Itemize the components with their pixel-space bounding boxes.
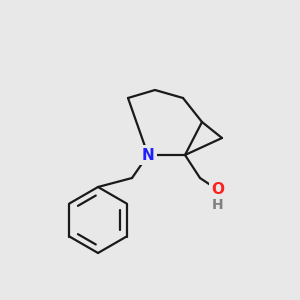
Text: O: O [212, 182, 224, 197]
Text: N: N [142, 148, 154, 163]
Text: H: H [212, 198, 224, 212]
